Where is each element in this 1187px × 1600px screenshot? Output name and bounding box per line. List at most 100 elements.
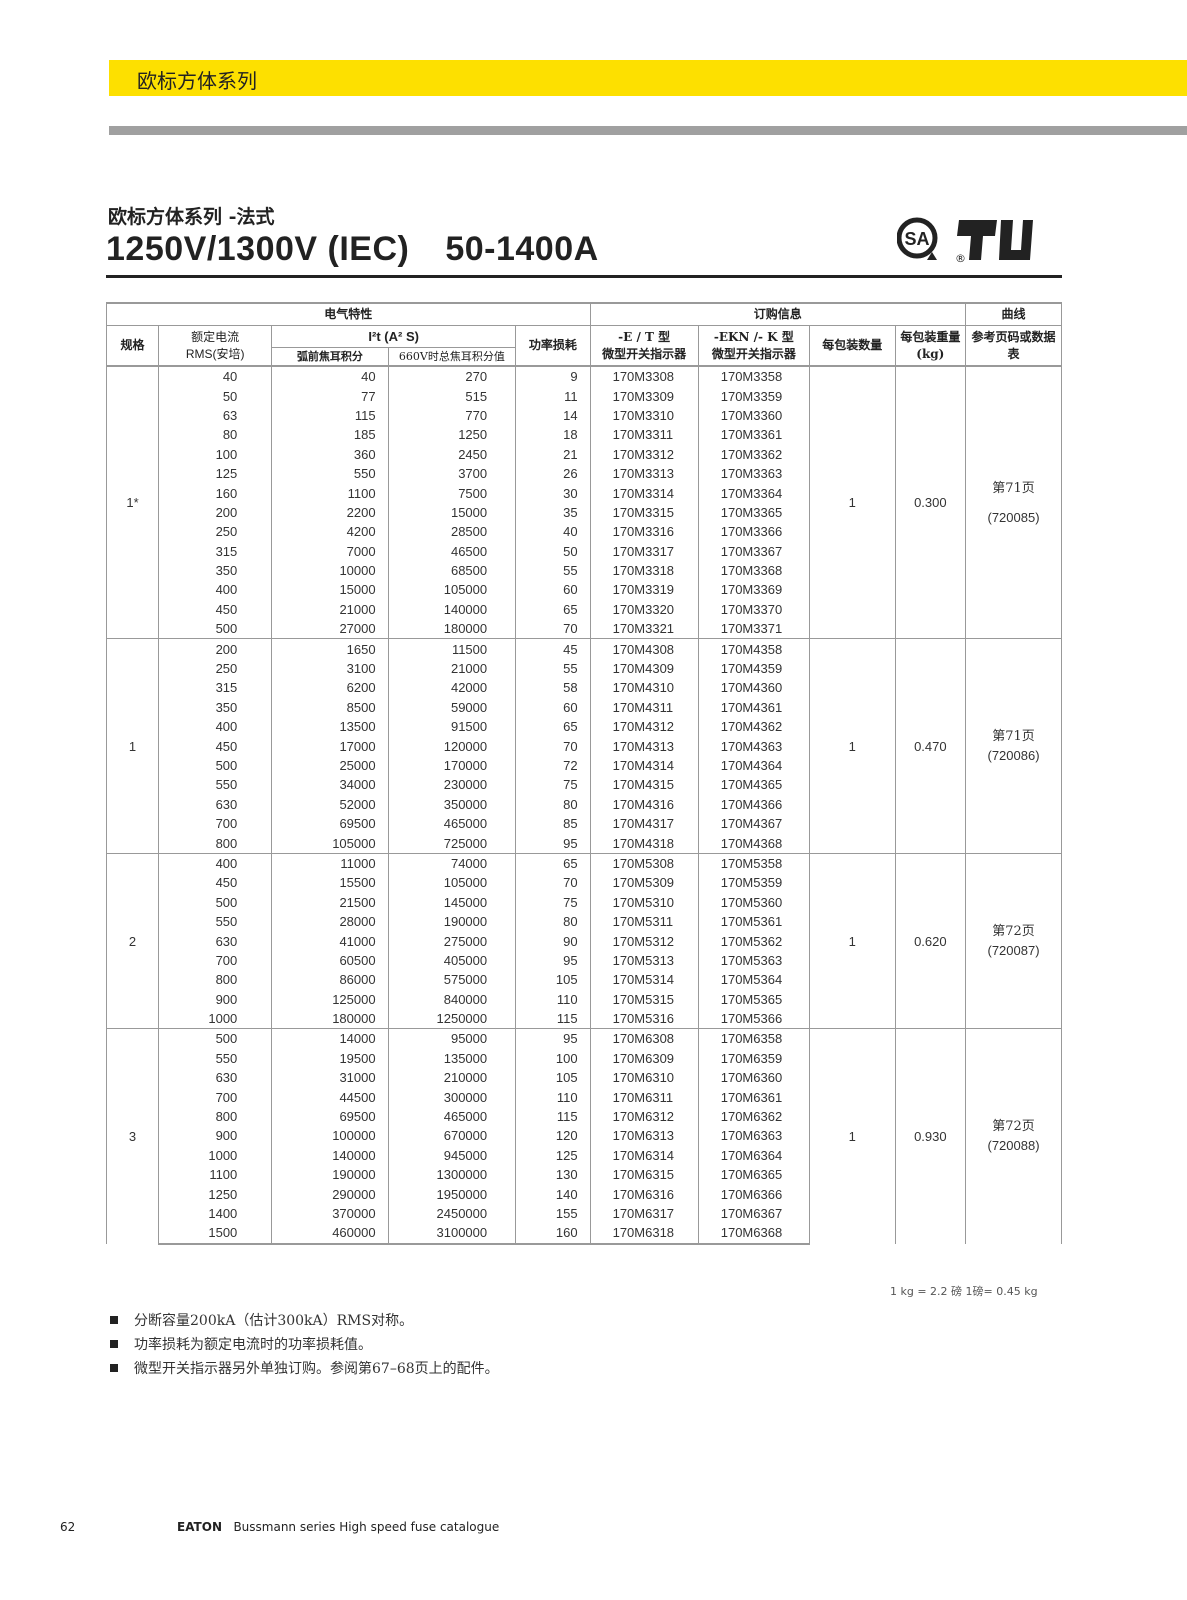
pre-arc-i2t-cell: 69500 xyxy=(271,813,389,834)
ekn-part-number-cell: 170M3363 xyxy=(697,463,810,484)
pre-arc-i2t-cell: 60500 xyxy=(271,950,389,971)
power-loss-cell: 95 xyxy=(515,833,591,854)
rated-current-cell: 250 xyxy=(158,522,273,542)
ekn-type-label: -EKN /- K 型 xyxy=(713,329,794,344)
ref-page: 第71页 xyxy=(992,729,1035,745)
pre-arc-i2t-cell: 28000 xyxy=(271,911,389,932)
power-loss-cell: 70 xyxy=(515,736,591,756)
table-row: 450 15500 105000 70 170M5309 170M5359 xyxy=(107,873,1062,893)
pre-arc-i2t-cell: 15500 xyxy=(271,873,389,893)
ekn-part-number-cell: 170M5362 xyxy=(697,931,810,951)
table-row: 450 21000 140000 65 170M3320 170M3370 xyxy=(107,599,1062,620)
table-row: 3 500 14000 95000 95 170M6308 170M6358 1 0.930 第7… xyxy=(105,1028,1062,1244)
pre-arc-i2t-cell: 125000 xyxy=(271,989,389,1009)
power-loss-cell: 80 xyxy=(515,911,591,932)
weight-cell: 0.930 xyxy=(894,1028,967,1244)
total-i2t-cell: 11500 xyxy=(387,638,517,659)
pre-arc-i2t-cell: 140000 xyxy=(271,1145,389,1166)
table-row: 1000 180000 1250000 115 170M5316 170M5366 xyxy=(107,1008,1062,1029)
rated-current-cell: 250 xyxy=(158,658,273,679)
et-part-number-cell: 170M3317 xyxy=(589,541,699,561)
et-part-number-cell: 170M5308 xyxy=(589,852,699,874)
et-part-number-cell: 170M5313 xyxy=(589,950,699,971)
power-loss-cell: 65 xyxy=(515,599,591,620)
rated-current-cell: 63 xyxy=(158,405,273,426)
power-loss-cell: 65 xyxy=(515,717,591,737)
pre-arc-i2t-cell: 44500 xyxy=(271,1087,389,1107)
pre-arc-i2t-cell: 14000 xyxy=(271,1028,389,1049)
power-loss-cell: 45 xyxy=(515,638,591,659)
weight-cell: 0.300 xyxy=(894,365,967,639)
rated-current-cell: 160 xyxy=(158,483,273,503)
ekn-part-number-cell: 170M6364 xyxy=(697,1145,810,1166)
total-i2t-cell: 575000 xyxy=(387,970,517,990)
table-row: 1* 40 40 270 9 170M3308 170M3358 1 0.300 第71页 (720… xyxy=(105,365,1062,639)
footer-catalogue: Bussmann series High speed fuse catalogu… xyxy=(233,1520,500,1534)
ekn-part-number-cell: 170M3371 xyxy=(697,619,810,639)
ekn-part-number-cell: 170M6366 xyxy=(697,1184,810,1204)
et-part-number-cell: 170M4308 xyxy=(589,638,699,659)
pre-arc-i2t-cell: 21000 xyxy=(271,599,389,620)
ekn-part-number-cell: 170M3367 xyxy=(697,541,810,561)
ref-page: 第71页 xyxy=(992,480,1035,496)
rated-current-cell: 700 xyxy=(158,950,273,971)
reference-cell: 第72页 (720087) xyxy=(965,852,1062,1029)
total-i2t-cell: 210000 xyxy=(387,1068,517,1088)
power-loss-cell: 55 xyxy=(515,658,591,679)
table-row: 700 60500 405000 95 170M5313 170M5363 xyxy=(107,950,1062,971)
et-part-number-cell: 170M4313 xyxy=(589,736,699,756)
power-loss-cell: 40 xyxy=(515,522,591,542)
ekn-part-number-cell: 170M4364 xyxy=(697,755,810,776)
ekn-part-number-cell: 170M6361 xyxy=(697,1087,810,1107)
power-loss-cell: 60 xyxy=(515,580,591,600)
power-loss-cell: 30 xyxy=(515,483,591,503)
et-part-number-cell: 170M3319 xyxy=(589,580,699,600)
ekn-part-number-cell: 170M4361 xyxy=(697,697,810,718)
footer-brand: EATON xyxy=(177,1520,222,1534)
et-part-number-cell: 170M6315 xyxy=(589,1165,699,1185)
total-i2t-cell: 2450000 xyxy=(387,1203,517,1224)
power-loss-cell: 60 xyxy=(515,697,591,718)
table-row: 450 17000 120000 70 170M4313 170M4363 xyxy=(107,736,1062,756)
power-loss-cell: 11 xyxy=(515,386,591,406)
pre-arc-i2t-cell: 190000 xyxy=(271,1165,389,1185)
rated-current-cell: 1000 xyxy=(158,1145,273,1166)
weight-cell: 0.470 xyxy=(894,638,967,854)
table-row: 1000 140000 945000 125 170M6314 170M6364 xyxy=(107,1145,1062,1166)
rated-current-cell: 1000 xyxy=(158,1008,273,1029)
et-part-number-cell: 170M3311 xyxy=(589,425,699,445)
pre-arc-i2t-cell: 7000 xyxy=(271,541,389,561)
total-i2t-cell: 46500 xyxy=(387,541,517,561)
pre-arc-i2t-cell: 1650 xyxy=(271,638,389,659)
table-row: 2 400 11000 74000 65 170M5308 170M5358 1 0.620 第7… xyxy=(105,852,1062,1029)
table-row: 630 52000 350000 80 170M4316 170M4366 xyxy=(107,794,1062,814)
power-loss-cell: 125 xyxy=(515,1145,591,1166)
section-banner: 欧标方体系列 xyxy=(109,60,1187,96)
ekn-part-number-cell: 170M5366 xyxy=(697,1008,810,1029)
total-i2t-cell: 145000 xyxy=(387,892,517,912)
table-row: 550 19500 135000 100 170M6309 170M6359 xyxy=(107,1048,1062,1069)
rated-current-cell: 400 xyxy=(158,852,273,874)
pre-arc-i2t-cell: 21500 xyxy=(271,892,389,912)
rated-current-cell: 315 xyxy=(158,541,273,561)
table-row: 800 86000 575000 105 170M5314 170M5364 xyxy=(107,970,1062,990)
et-part-number-cell: 170M6313 xyxy=(589,1126,699,1146)
et-part-number-cell: 170M6318 xyxy=(589,1223,699,1245)
table-body: 1* 40 40 270 9 170M3308 170M3358 1 0.300 第71页 (720… xyxy=(105,365,1062,1245)
power-loss-cell: 100 xyxy=(515,1048,591,1069)
power-loss-cell: 21 xyxy=(515,444,591,464)
et-part-number-cell: 170M3315 xyxy=(589,502,699,523)
power-loss-cell: 55 xyxy=(515,560,591,581)
pre-arc-i2t-cell: 105000 xyxy=(271,833,389,854)
ref-page: 第72页 xyxy=(992,1119,1035,1135)
table-row: 315 7000 46500 50 170M3317 170M3367 xyxy=(107,541,1062,561)
total-i2t-cell: 840000 xyxy=(387,989,517,1009)
table-row: 250 4200 28500 40 170M3316 170M3366 xyxy=(107,522,1062,542)
total-i2t-cell: 74000 xyxy=(387,852,517,874)
size-cell: 1 xyxy=(105,638,160,854)
rated-current-cell: 350 xyxy=(158,697,273,718)
power-loss-cell: 70 xyxy=(515,619,591,639)
certification-logos: SA ® xyxy=(897,217,1033,265)
table-row: 1400 370000 2450000 155 170M6317 170M6367 xyxy=(107,1203,1062,1224)
size-cell: 3 xyxy=(105,1028,160,1244)
